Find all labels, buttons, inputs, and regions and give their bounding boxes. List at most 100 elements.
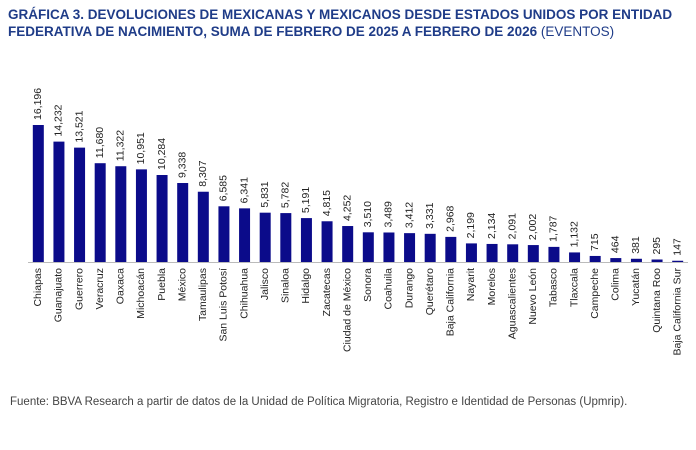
value-label: 2,002 — [527, 214, 539, 240]
value-label: 2,968 — [445, 205, 457, 231]
bar — [218, 206, 230, 262]
x-tick-label: Tlaxcala — [568, 268, 580, 307]
value-label: 14,232 — [53, 104, 65, 136]
x-tick-label: México — [176, 268, 188, 301]
x-tick-label: Querétaro — [424, 268, 436, 315]
value-label: 16,196 — [32, 88, 44, 120]
bar — [589, 255, 601, 262]
value-label: 10,284 — [156, 138, 168, 170]
x-tick-label: Nayarit — [465, 268, 477, 301]
x-tick-label: Ciudad de México — [341, 268, 353, 352]
bar — [610, 258, 622, 262]
value-label: 5,782 — [280, 182, 292, 208]
x-tick-label: Veracruz — [94, 268, 106, 309]
bar — [177, 183, 189, 262]
bar — [300, 218, 312, 262]
value-label: 3,412 — [403, 202, 415, 228]
value-label: 10,951 — [135, 132, 147, 164]
x-tick-label: Sinaloa — [280, 268, 292, 303]
chart: 16,196 Chiapas 14,232 Guanajuato 13,521 Guerr… — [28, 88, 688, 356]
value-label: 1,787 — [548, 215, 560, 241]
x-tick-label: Nuevo León — [527, 268, 539, 325]
x-tick-label: Campeche — [589, 268, 601, 319]
x-tick-label: Zacatecas — [321, 268, 333, 316]
x-tick-label: Oaxaca — [115, 268, 127, 304]
value-label: 11,322 — [115, 130, 127, 161]
bar — [342, 226, 354, 262]
bar — [651, 259, 663, 262]
x-tick-label: Chihuahua — [238, 268, 250, 319]
x-tick-label: Hidalgo — [300, 268, 312, 304]
value-label: 6,341 — [238, 177, 250, 203]
value-label: 381 — [630, 236, 642, 254]
source-note: Fuente: BBVA Research a partir de datos … — [10, 396, 628, 408]
bar — [548, 246, 560, 262]
x-tick-label: Aguascalientes — [506, 268, 518, 339]
value-label: 3,331 — [424, 202, 436, 228]
x-tick-label: Tabasco — [548, 268, 560, 307]
value-label: 147 — [671, 238, 683, 256]
chart-title: GRÁFICA 3. DEVOLUCIONES DE MEXICANAS Y M… — [8, 7, 673, 39]
chart-subtitle: (EVENTOS) — [540, 24, 615, 39]
value-label: 295 — [651, 237, 663, 255]
bar — [115, 166, 127, 262]
bar — [527, 245, 539, 262]
value-label: 4,815 — [321, 190, 333, 216]
bar — [239, 208, 251, 262]
value-label: 2,199 — [465, 212, 477, 238]
bar — [630, 258, 642, 262]
x-tick-label: Michoacán — [135, 268, 147, 319]
x-tick-label: Durango — [403, 268, 415, 308]
bar — [465, 243, 477, 262]
bar — [74, 147, 86, 262]
bar — [486, 243, 498, 262]
bar — [197, 191, 209, 262]
value-label: 2,134 — [486, 213, 498, 239]
x-tick-label: Colima — [610, 268, 622, 301]
value-label: 13,521 — [73, 110, 85, 142]
x-tick-label: Sonora — [362, 268, 374, 302]
bar — [280, 213, 292, 262]
bar — [53, 141, 65, 262]
x-tick-label: Baja California — [445, 268, 457, 336]
x-tick-label: Jalisco — [259, 268, 271, 300]
bar — [383, 232, 395, 262]
value-label: 5,831 — [259, 181, 271, 207]
bar — [94, 163, 106, 262]
x-tick-label: Morelos — [486, 268, 498, 305]
value-label: 2,091 — [506, 213, 518, 239]
x-tick-label: Puebla — [156, 268, 168, 301]
x-tick-label: San Luis Potosí — [218, 268, 230, 342]
bar — [135, 169, 147, 262]
bar — [259, 212, 271, 262]
value-label: 715 — [589, 233, 601, 251]
bar — [672, 260, 684, 262]
value-label: 3,510 — [362, 201, 374, 227]
value-label: 6,585 — [218, 175, 230, 201]
value-label: 464 — [610, 235, 622, 253]
x-tick-label: Coahuila — [383, 268, 395, 310]
bar — [156, 175, 168, 262]
value-label: 11,680 — [94, 127, 106, 158]
bar — [424, 233, 436, 262]
bar — [445, 236, 457, 262]
bar — [362, 232, 374, 262]
x-tick-label: Guanajuato — [53, 268, 65, 322]
value-label: 1,132 — [568, 221, 580, 247]
x-tick-label: Yucatán — [630, 268, 642, 306]
bar — [404, 233, 416, 262]
x-tick-label: Baja California Sur — [671, 268, 683, 356]
value-label: 4,252 — [341, 195, 353, 221]
value-label: 8,307 — [197, 160, 209, 186]
value-label: 9,338 — [176, 152, 188, 178]
bar — [569, 252, 581, 262]
bar — [321, 221, 333, 262]
bar — [32, 125, 44, 262]
chart-title-block: GRÁFICA 3. DEVOLUCIONES DE MEXICANAS Y M… — [8, 6, 688, 40]
bar — [507, 244, 519, 262]
value-label: 5,191 — [300, 187, 312, 213]
x-tick-label: Quintana Roo — [651, 268, 663, 333]
x-tick-label: Chiapas — [32, 268, 44, 307]
x-tick-label: Tamaulipas — [197, 268, 209, 321]
